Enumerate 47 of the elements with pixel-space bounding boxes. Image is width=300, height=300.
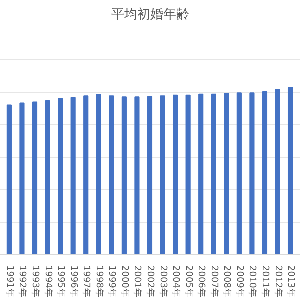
x-tick-label: 2004年 bbox=[170, 266, 182, 298]
bar bbox=[173, 94, 178, 254]
x-tick-label: 2008年 bbox=[222, 266, 233, 298]
x-tick-label: 1998年 bbox=[94, 266, 105, 298]
x-tick-label: 1994年 bbox=[42, 266, 54, 298]
x-tick-label: 2001年 bbox=[132, 266, 144, 298]
bar bbox=[70, 97, 76, 254]
bar bbox=[32, 102, 38, 254]
x-tick-label: 2009年 bbox=[234, 266, 246, 298]
bar bbox=[186, 94, 191, 254]
x-tick-label: 1995年 bbox=[56, 266, 67, 298]
x-tick-label: 2005年 bbox=[183, 266, 194, 298]
x-tick-label: 1997年 bbox=[81, 266, 92, 298]
bar bbox=[275, 89, 280, 254]
bar bbox=[288, 87, 294, 254]
x-tick-label: 1991年 bbox=[4, 266, 16, 298]
bar bbox=[160, 96, 166, 254]
bar bbox=[262, 91, 268, 254]
bar bbox=[20, 102, 25, 254]
bar bbox=[109, 96, 114, 254]
bar bbox=[45, 100, 50, 254]
x-tick-label: 2002年 bbox=[144, 266, 156, 298]
x-tick-label: 2010年 bbox=[247, 266, 258, 298]
bar bbox=[198, 94, 204, 254]
x-tick-label: 1993年 bbox=[30, 266, 41, 298]
x-tick-label: 2000年 bbox=[119, 266, 130, 298]
x-tick-label: 2011年 bbox=[260, 266, 271, 298]
x-tick-label: 2012年 bbox=[272, 266, 284, 298]
x-tick-label: 2013年 bbox=[286, 266, 297, 298]
chart-title: 平均初婚年齢 bbox=[112, 8, 190, 22]
bar bbox=[96, 94, 102, 254]
bar bbox=[6, 104, 12, 254]
bar bbox=[122, 96, 127, 254]
bar bbox=[224, 93, 230, 254]
x-tick-label: 2006年 bbox=[196, 266, 208, 298]
bar bbox=[236, 92, 242, 254]
bar bbox=[250, 92, 255, 254]
bar bbox=[147, 96, 153, 254]
bar bbox=[84, 96, 89, 254]
bar bbox=[58, 98, 64, 254]
bar bbox=[211, 94, 216, 254]
x-tick-label: 2007年 bbox=[208, 266, 220, 298]
x-tick-label: 1992年 bbox=[17, 266, 28, 298]
bar bbox=[134, 96, 140, 254]
x-tick-label: 2003年 bbox=[158, 266, 169, 298]
x-tick-label: 1999年 bbox=[106, 266, 118, 298]
x-tick-label: 1996年 bbox=[68, 266, 80, 298]
